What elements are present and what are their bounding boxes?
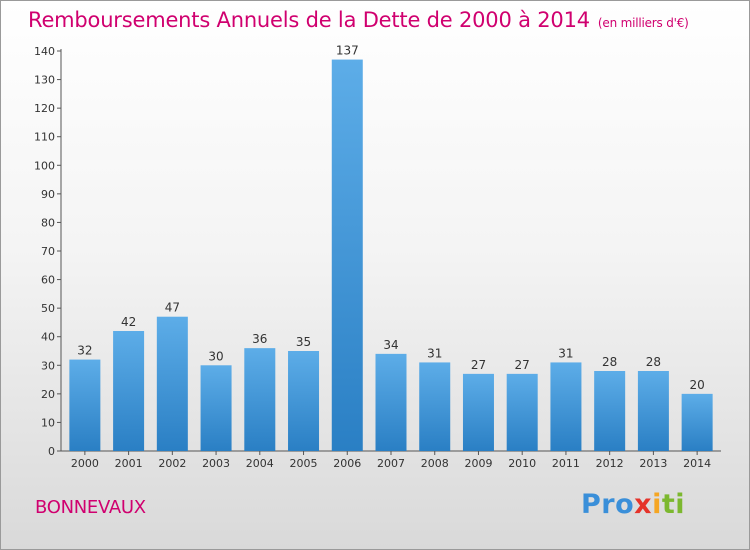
x-tick-label: 2007 bbox=[377, 457, 405, 470]
data-label: 47 bbox=[165, 301, 180, 315]
y-tick-label: 20 bbox=[41, 388, 55, 401]
data-label: 31 bbox=[558, 346, 573, 360]
data-label: 31 bbox=[427, 346, 442, 360]
y-tick-label: 50 bbox=[41, 302, 55, 315]
y-tick-label: 40 bbox=[41, 331, 55, 344]
y-tick-label: 110 bbox=[34, 131, 55, 144]
y-tick-label: 100 bbox=[34, 159, 55, 172]
bar bbox=[550, 362, 582, 451]
proxiti-logo: Proxiti bbox=[581, 489, 685, 520]
x-tick-label: 2003 bbox=[202, 457, 230, 470]
x-tick-label: 2008 bbox=[421, 457, 449, 470]
data-label: 30 bbox=[208, 349, 223, 363]
y-tick-label: 10 bbox=[41, 416, 55, 429]
bar bbox=[288, 351, 320, 451]
y-tick-label: 80 bbox=[41, 216, 55, 229]
x-tick-label: 2000 bbox=[71, 457, 99, 470]
chart-title-text: Remboursements Annuels de la Dette de 20… bbox=[28, 8, 590, 32]
data-label: 35 bbox=[296, 335, 311, 349]
x-tick-label: 2002 bbox=[158, 457, 186, 470]
logo-part-4: ti bbox=[661, 489, 686, 520]
bar bbox=[331, 59, 363, 451]
x-tick-label: 2009 bbox=[464, 457, 492, 470]
x-tick-label: 2004 bbox=[246, 457, 274, 470]
x-tick-label: 2014 bbox=[683, 457, 711, 470]
logo-part-2: x bbox=[634, 489, 653, 520]
y-tick-label: 130 bbox=[34, 74, 55, 87]
bar bbox=[462, 373, 494, 451]
y-tick-label: 70 bbox=[41, 245, 55, 258]
data-label: 20 bbox=[689, 378, 704, 392]
y-tick-label: 140 bbox=[34, 45, 55, 58]
data-label: 137 bbox=[336, 44, 359, 58]
y-tick-label: 60 bbox=[41, 274, 55, 287]
bar bbox=[594, 371, 626, 451]
x-tick-label: 2006 bbox=[333, 457, 361, 470]
data-label: 28 bbox=[646, 355, 661, 369]
bar bbox=[244, 348, 276, 451]
x-tick-label: 2010 bbox=[508, 457, 536, 470]
bar bbox=[637, 371, 669, 451]
chart-unit: (en milliers d'€) bbox=[597, 16, 689, 30]
x-tick-label: 2012 bbox=[596, 457, 624, 470]
logo-part-3: i bbox=[652, 489, 662, 520]
axes: 0 10 20 30 40 50 60 70 80 90 100 110 120 130 140 2000 20… bbox=[34, 45, 721, 470]
y-tick-label: 30 bbox=[41, 359, 55, 372]
y-tick-label: 90 bbox=[41, 188, 55, 201]
data-label: 32 bbox=[77, 344, 92, 358]
data-label: 28 bbox=[602, 355, 617, 369]
chart-title: Remboursements Annuels de la Dette de 20… bbox=[28, 8, 689, 32]
bar bbox=[113, 331, 145, 451]
bar bbox=[156, 316, 188, 451]
y-tick-label: 120 bbox=[34, 102, 55, 115]
x-tick-label: 2011 bbox=[552, 457, 580, 470]
bar bbox=[681, 393, 713, 451]
bar bbox=[506, 373, 538, 451]
data-label: 36 bbox=[252, 332, 267, 346]
data-label: 34 bbox=[383, 338, 398, 352]
logo-part-1: Pro bbox=[581, 489, 635, 520]
data-label: 27 bbox=[515, 358, 530, 372]
bar bbox=[419, 362, 451, 451]
bars: 32 42 47 30 36 35 137 34 31 27 27 31 28 28 20 bbox=[69, 44, 713, 451]
place-name: BONNEVAUX bbox=[35, 497, 146, 518]
x-tick-label: 2005 bbox=[290, 457, 318, 470]
y-tick-label: 0 bbox=[48, 445, 55, 458]
bar bbox=[375, 353, 407, 451]
data-label: 42 bbox=[121, 315, 136, 329]
x-tick-label: 2001 bbox=[115, 457, 143, 470]
x-tick-label: 2013 bbox=[639, 457, 667, 470]
bar bbox=[200, 365, 232, 451]
bar bbox=[69, 359, 101, 451]
data-label: 27 bbox=[471, 358, 486, 372]
